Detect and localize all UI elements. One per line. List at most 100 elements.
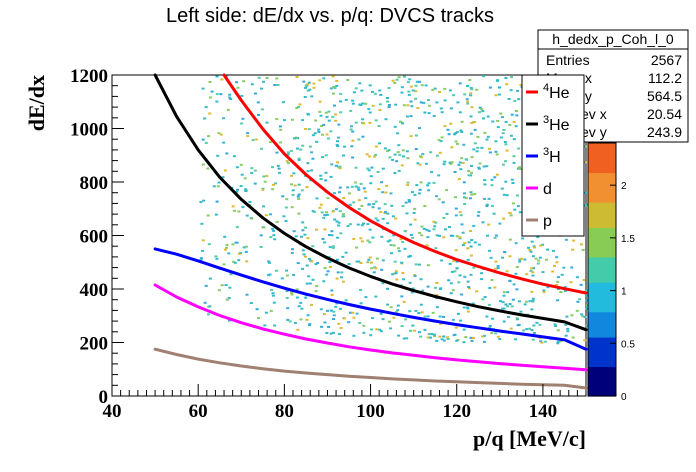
histogram-cell: [458, 111, 462, 114]
color-scale-band: [588, 151, 616, 157]
histogram-cell: [228, 96, 232, 99]
histogram-cell: [459, 214, 463, 217]
histogram-cell: [361, 135, 365, 138]
histogram-cell: [469, 132, 473, 135]
histogram-cell: [530, 329, 534, 331]
histogram-cell: [454, 140, 458, 143]
histogram-cell: [324, 111, 328, 114]
histogram-cell: [451, 289, 455, 292]
histogram-cell: [438, 288, 442, 290]
histogram-cell: [494, 94, 498, 97]
histogram-cell: [373, 92, 377, 95]
histogram-cell: [406, 184, 410, 187]
histogram-cell: [370, 328, 373, 331]
histogram-cell: [365, 153, 369, 156]
histogram-cell: [516, 205, 520, 208]
color-scale-band: [588, 143, 616, 148]
histogram-cell: [490, 279, 494, 281]
histogram-cell: [414, 263, 418, 266]
histogram-cell: [469, 273, 473, 276]
histogram-cell: [295, 288, 299, 291]
histogram-cell: [478, 106, 482, 109]
histogram-cell: [356, 186, 360, 189]
histogram-cell: [446, 128, 450, 131]
histogram-cell: [273, 238, 277, 241]
histogram-cell: [452, 94, 456, 97]
histogram-cell: [359, 289, 362, 291]
histogram-cell: [328, 266, 332, 268]
histogram-cell: [239, 185, 243, 188]
histogram-cell: [495, 173, 499, 176]
histogram-cell: [510, 113, 514, 116]
histogram-cell: [370, 267, 374, 270]
histogram-cell: [339, 327, 343, 329]
histogram-cell: [488, 325, 492, 328]
particle-curves: [153, 73, 588, 390]
histogram-cell: [304, 85, 308, 88]
histogram-cell: [352, 316, 356, 319]
histogram-cell: [476, 214, 480, 217]
histogram-cell: [331, 210, 335, 213]
color-scale-label: 1: [621, 287, 627, 298]
histogram-cell: [265, 121, 269, 124]
histogram-cell: [371, 317, 375, 320]
histogram-cell: [294, 235, 298, 238]
histogram-cell: [554, 325, 558, 328]
histogram-cell: [271, 227, 275, 230]
color-scale-band: [588, 210, 616, 216]
color-scale-band: [588, 353, 616, 359]
histogram-cell: [469, 197, 472, 200]
histogram-cell: [407, 255, 411, 258]
histogram-cell: [253, 169, 257, 172]
histogram-cell: [368, 84, 372, 87]
histogram-cell: [292, 172, 296, 175]
histogram-cell: [311, 157, 315, 160]
histogram-cell: [443, 160, 447, 163]
color-scale-label: 0.5: [621, 339, 635, 350]
histogram-cell: [439, 322, 443, 325]
histogram-cell: [409, 100, 413, 103]
histogram-cell: [465, 98, 469, 101]
histogram-cell: [555, 256, 559, 259]
histogram-cell: [394, 217, 398, 220]
color-scale-band: [588, 185, 616, 190]
histogram-cell: [232, 260, 236, 263]
histogram-cell: [348, 223, 352, 226]
histogram-cell: [286, 318, 290, 321]
histogram-cell: [379, 93, 383, 96]
histogram-cell: [470, 165, 473, 167]
histogram-cell: [521, 237, 525, 240]
histogram-cell: [536, 262, 540, 265]
histogram-cell: [411, 324, 415, 327]
histogram-cell: [455, 131, 459, 133]
histogram-cell: [490, 332, 494, 335]
histogram-cell: [419, 278, 423, 281]
histogram-cell: [275, 77, 279, 80]
histogram-cell: [237, 259, 241, 262]
histogram-cell: [318, 79, 322, 82]
histogram-cell: [371, 104, 375, 107]
histogram-cell: [463, 242, 467, 245]
histogram-cell: [460, 120, 464, 123]
plot-area: [111, 74, 587, 397]
histogram-cell: [460, 293, 464, 296]
histogram-cell: [529, 250, 533, 253]
histogram-cell: [411, 236, 415, 239]
histogram-cell: [419, 181, 423, 184]
histogram-cell: [584, 204, 588, 207]
histogram-cell: [440, 136, 444, 139]
histogram-cell: [393, 260, 397, 263]
histogram-cell: [378, 328, 382, 331]
histogram-cell: [278, 125, 282, 128]
histogram-cell: [269, 236, 273, 239]
histogram-cell: [491, 317, 495, 320]
histogram-cell: [241, 206, 245, 209]
histogram-cell: [531, 274, 535, 277]
histogram-cell: [367, 203, 371, 206]
histogram-cell: [556, 342, 560, 345]
histogram-cell: [387, 87, 391, 89]
histogram-cell: [342, 317, 346, 320]
histogram-cell: [409, 223, 413, 226]
histogram-cell: [383, 203, 387, 206]
histogram-cell: [506, 305, 510, 308]
